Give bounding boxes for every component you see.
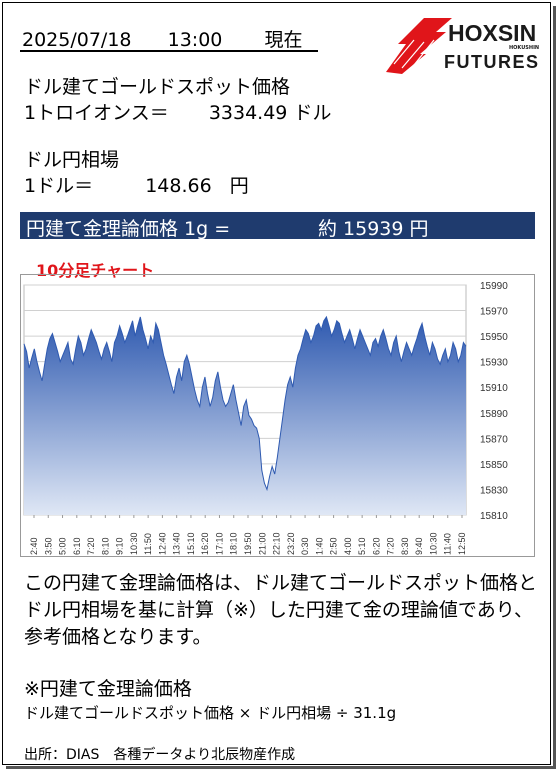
timestamp-underline — [20, 50, 318, 52]
as-of-text: 現在 — [264, 29, 303, 51]
x-tick-label: 10:30 — [129, 532, 139, 555]
x-tick-label: 7:20 — [386, 537, 396, 555]
brand-name: HOXSIN — [448, 20, 537, 46]
bird-logo-icon — [386, 18, 452, 74]
fx-currency: 円 — [229, 175, 249, 197]
gold-price-line: 1トロイオンス＝ 3334.49 ドル — [24, 98, 331, 125]
price-area — [24, 316, 466, 515]
x-tick-label: 0:30 — [300, 537, 310, 555]
x-tick-label: 13:40 — [172, 532, 182, 555]
x-tick-label: 5:10 — [357, 537, 367, 555]
x-tick-label: 2:50 — [329, 537, 339, 555]
timestamp: 2025/07/18 13:00 現在 — [22, 25, 302, 52]
theory-price-value: 約 15939 円 — [318, 218, 429, 240]
gold-value: 3334.49 — [208, 102, 288, 124]
x-tick-label: 8:30 — [400, 537, 410, 555]
x-tick-label: 1:40 — [314, 537, 324, 555]
y-tick-label: 15970 — [480, 307, 508, 318]
x-tick-label: 4:00 — [343, 537, 353, 555]
x-tick-label: 6:20 — [371, 537, 381, 555]
formula-title: ※円建て金理論価格 — [24, 678, 192, 700]
fx-rate-line: 1ドル＝ 148.66 円 — [24, 171, 249, 198]
x-tick-label: 11:50 — [143, 533, 153, 555]
x-tick-label: 6:10 — [72, 537, 82, 555]
y-tick-label: 15890 — [480, 409, 508, 420]
x-tick-label: 15:10 — [186, 532, 196, 555]
x-tick-label: 12:50 — [457, 532, 467, 555]
x-tick-label: 19:50 — [243, 532, 253, 555]
page-shadow — [6, 6, 556, 769]
y-tick-label: 15990 — [480, 281, 508, 292]
source-note: 出所：DIAS 各種データより北辰物産作成 — [24, 747, 296, 763]
fx-unit-label: 1ドル＝ — [24, 175, 94, 197]
theory-price-label: 円建て金理論価格 1g = — [26, 218, 231, 240]
x-tick-label: 23:20 — [286, 532, 296, 555]
x-tick-label: 5:00 — [58, 537, 68, 555]
formula-text: ドル建てゴールドスポット価格 × ドル円相場 ÷ 31.1g — [24, 704, 397, 722]
x-tick-label: 10:30 — [428, 532, 438, 555]
y-tick-label: 15830 — [480, 485, 508, 496]
y-tick-label: 15850 — [480, 460, 508, 471]
y-tick-label: 15910 — [480, 383, 508, 394]
time-text: 13:00 — [167, 29, 223, 51]
gold-title: ドル建てゴールドスポット価格 — [24, 76, 291, 98]
brand-futures: FUTURES — [444, 52, 540, 72]
fx-title: ドル円相場 — [24, 149, 120, 171]
x-tick-label: 8:10 — [100, 537, 110, 555]
x-tick-label: 22:10 — [272, 532, 282, 555]
chart-title: 10分足チャート — [36, 261, 155, 280]
hoxsin-logo: HOXSIN HOKUSHIN FUTURES — [384, 14, 544, 76]
gold-unit-label: 1トロイオンス＝ — [24, 102, 169, 124]
page-frame — [2, 2, 551, 765]
y-tick-label: 15870 — [480, 434, 508, 445]
x-tick-label: 18:10 — [229, 532, 239, 555]
price-line — [23, 315, 467, 492]
x-tick-label: 17:10 — [214, 532, 224, 555]
gold-currency: ドル — [293, 102, 332, 124]
y-tick-label: 15950 — [480, 332, 508, 343]
brand-subtitle: HOKUSHIN — [509, 45, 540, 51]
y-tick-label: 15930 — [480, 358, 508, 369]
description-text: この円建て金理論価格は、ドル建てゴールドスポット価格とドル円相場を基に計算（※）… — [24, 572, 538, 648]
theory-price-bar: 円建て金理論価格 1g = 約 15939 円 — [20, 212, 535, 240]
x-tick-label: 9:10 — [115, 537, 125, 555]
fx-value: 148.66 — [145, 175, 212, 197]
chart-frame: 15810 15830 15850 15870 15890 15910 15930 15950… — [20, 274, 535, 557]
x-tick-label: 16:20 — [200, 532, 210, 555]
x-tick-label: 12:40 — [157, 532, 167, 555]
x-tick-label: 2:40 — [29, 537, 39, 555]
x-tick-label: 9:40 — [414, 537, 424, 555]
x-tick-label: 11:40 — [443, 533, 453, 555]
x-tick-label: 3:50 — [43, 537, 53, 555]
price-chart: 15810 15830 15850 15870 15890 15910 15930 15950… — [23, 281, 508, 555]
date-text: 2025/07/18 — [22, 29, 132, 51]
x-tick-label: 21:00 — [257, 532, 267, 555]
y-tick-label: 15810 — [480, 511, 508, 522]
x-tick-label: 7:20 — [86, 537, 96, 555]
